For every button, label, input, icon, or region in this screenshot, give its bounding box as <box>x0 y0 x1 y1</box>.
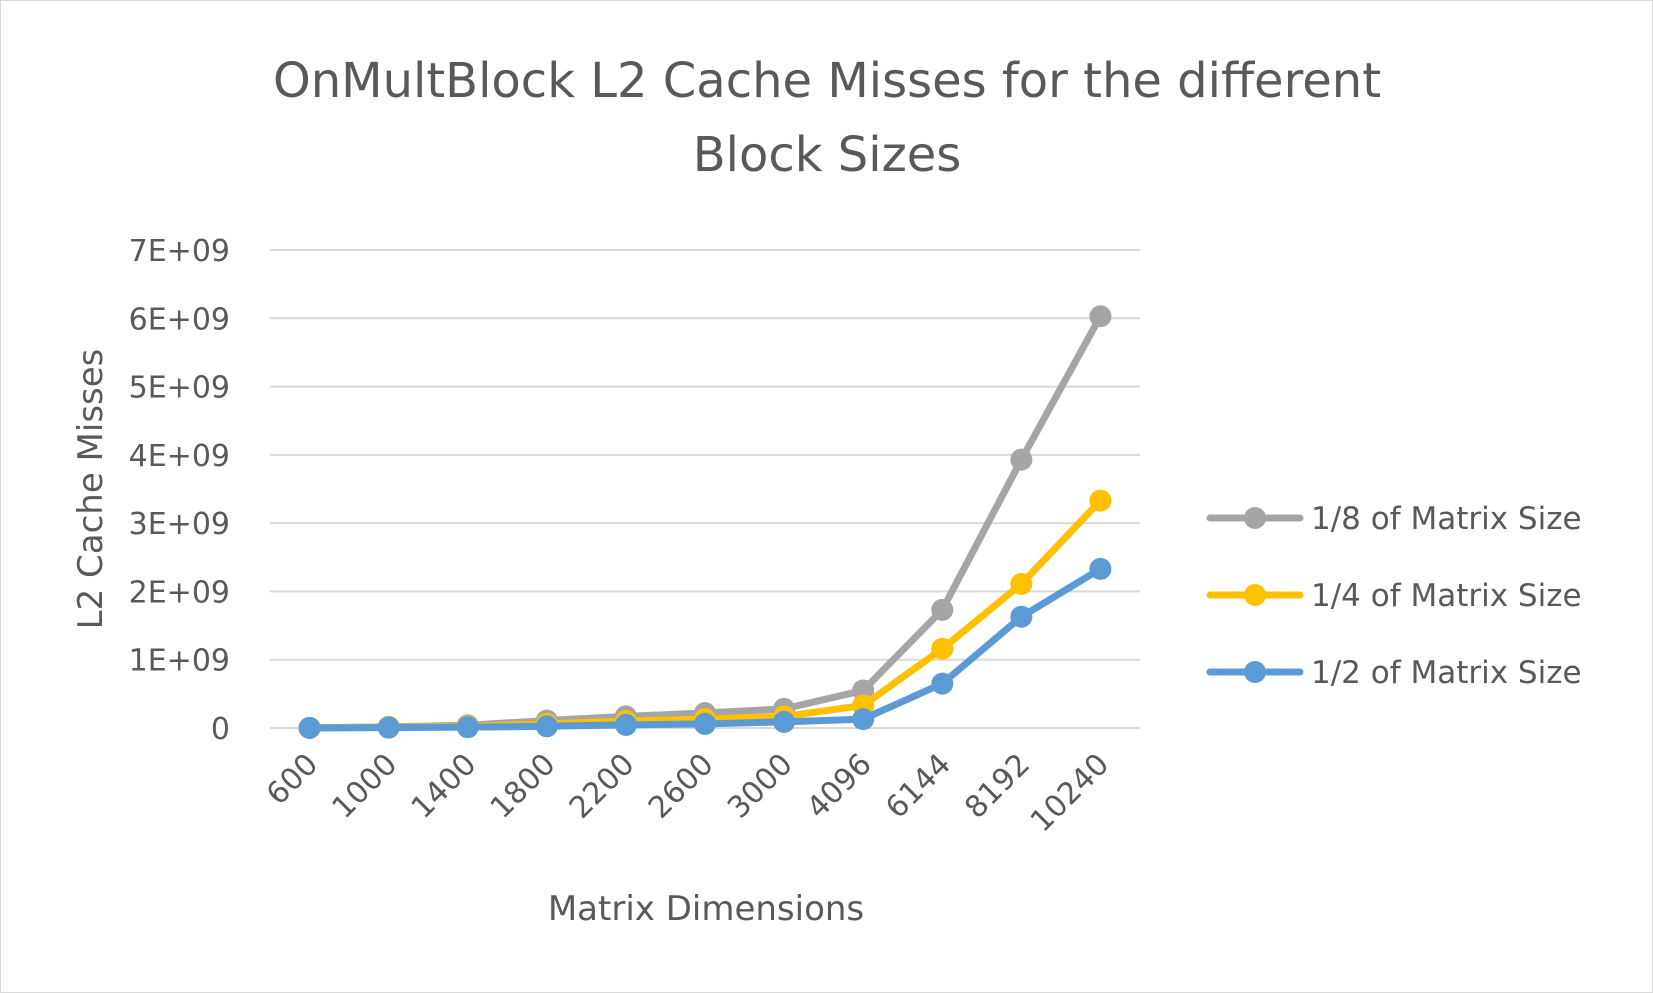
y-tick-label: 5E+09 <box>129 371 230 406</box>
x-tick-label: 4096 <box>800 747 879 826</box>
data-point <box>1089 489 1112 512</box>
data-point <box>852 708 875 731</box>
legend-item: 1/4 of Matrix Size <box>1206 578 1582 614</box>
legend-label: 1/8 of Matrix Size <box>1311 501 1582 537</box>
chart-title-line-2: Block Sizes <box>693 127 962 183</box>
x-tick-label: 1400 <box>405 747 484 826</box>
legend-label: 1/4 of Matrix Size <box>1311 578 1582 614</box>
x-axis-ticks: 600 1000 1400 1800 2200 2600 3000 4096 6144 81921… <box>260 747 1116 839</box>
series-line <box>306 312 1104 732</box>
data-point <box>614 713 637 736</box>
data-point <box>298 716 321 739</box>
data-point <box>931 637 954 660</box>
x-tick-label: 1800 <box>484 747 563 826</box>
data-point <box>773 710 796 733</box>
data-point <box>1089 557 1112 580</box>
y-tick-label: 7E+09 <box>129 234 230 269</box>
x-tick-label: 6144 <box>879 747 958 826</box>
chart-title-line-1: OnMultBlock L2 Cache Misses for the diff… <box>273 53 1381 109</box>
y-tick-label: 2E+09 <box>129 575 230 610</box>
x-tick-label: 600 <box>260 747 325 812</box>
x-tick-label: 2200 <box>563 747 642 826</box>
series-layer <box>298 305 1112 739</box>
x-tick-label: 2600 <box>642 747 721 826</box>
legend: 1/8 of Matrix Size 1/4 of Matrix Size 1/2 … <box>1206 501 1582 691</box>
data-point <box>535 715 558 738</box>
data-point <box>931 672 954 695</box>
y-tick-label: 0 <box>211 712 230 747</box>
legend-item: 1/2 of Matrix Size <box>1206 655 1582 691</box>
data-point <box>456 716 479 739</box>
y-tick-label: 3E+09 <box>129 507 230 542</box>
data-point <box>1010 572 1033 595</box>
legend-marker <box>1244 661 1266 683</box>
series-1 <box>298 305 1112 739</box>
legend-marker <box>1244 507 1266 529</box>
x-tick-label: 3000 <box>721 747 800 826</box>
data-point <box>1089 305 1112 328</box>
y-tick-label: 4E+09 <box>129 439 230 474</box>
data-point <box>377 716 400 739</box>
series-3 <box>298 557 1112 739</box>
data-point <box>1010 448 1033 471</box>
y-tick-label: 1E+09 <box>129 644 230 679</box>
legend-marker <box>1244 584 1266 606</box>
y-axis-title: L2 Cache Misses <box>71 349 111 630</box>
legend-label: 1/2 of Matrix Size <box>1311 655 1582 691</box>
x-tick-label: 1000 <box>326 747 405 826</box>
data-point <box>1010 605 1033 628</box>
y-axis-ticks: 0 1E+09 2E+09 3E+09 4E+09 5E+09 6E+09 7E+09 <box>129 234 230 747</box>
data-point <box>694 712 716 735</box>
x-tick-label: 10240 <box>1024 747 1116 839</box>
data-point <box>931 598 954 621</box>
x-axis-title: Matrix Dimensions <box>548 889 864 929</box>
y-tick-label: 6E+09 <box>129 302 230 337</box>
legend-item: 1/8 of Matrix Size <box>1206 501 1582 537</box>
